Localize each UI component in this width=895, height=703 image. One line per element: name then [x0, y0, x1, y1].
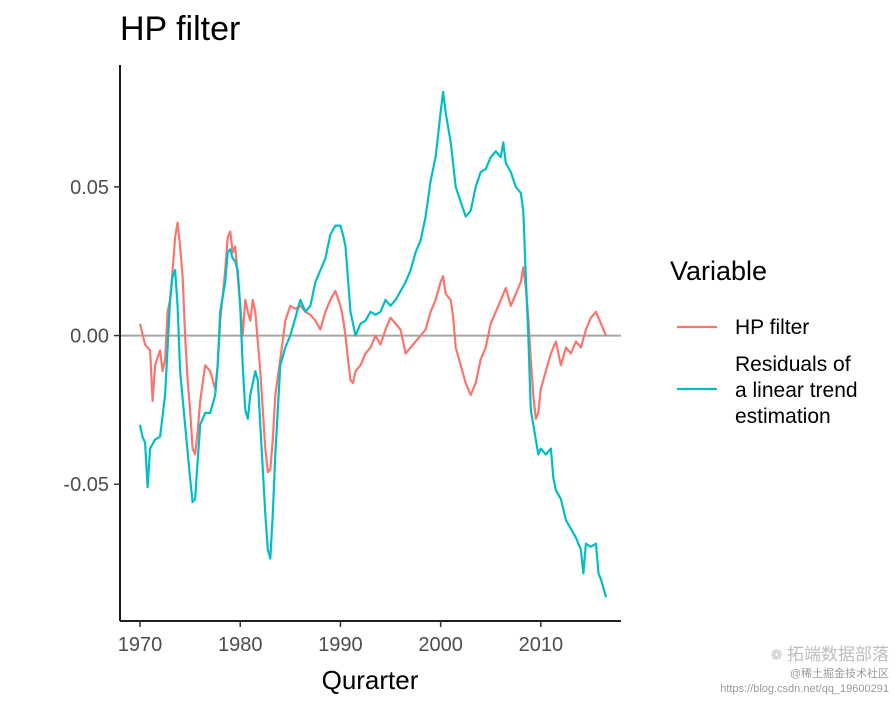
watermark: ❁ 拓端数据部落 @稀土掘金技术社区 https://blog.csdn.net/… [720, 644, 889, 697]
x-tick-label: 1970 [118, 634, 163, 656]
watermark-brand-row: ❁ 拓端数据部落 [720, 644, 889, 667]
legend: Variable HP filter Residuals of a linear… [670, 256, 863, 428]
y-ticks: -0.05 0.00 0.05 [63, 177, 120, 496]
x-tick-label: 2010 [519, 634, 564, 656]
plot-area [120, 90, 621, 598]
y-tick-label: -0.05 [63, 474, 109, 496]
x-tick-label: 1980 [218, 634, 263, 656]
legend-label-residuals-line-1: Residuals of [735, 353, 851, 376]
y-tick-label: 0.00 [70, 326, 109, 348]
x-axis-title: Qurarter [322, 665, 419, 695]
x-tick-label: 1990 [318, 634, 363, 656]
legend-label-residuals: Residuals of a linear trend estimation [735, 353, 863, 428]
legend-title: Variable [670, 256, 767, 286]
legend-label-hp-filter: HP filter [735, 316, 809, 339]
watermark-brand: 拓端数据部落 [787, 645, 889, 665]
wechat-icon: ❁ [770, 647, 783, 665]
watermark-url: https://blog.csdn.net/qq_19600291 [720, 683, 889, 696]
chart-title: HP filter [120, 10, 240, 48]
x-tick-label: 2000 [418, 634, 463, 656]
watermark-overlay: @稀土掘金技术社区 [789, 668, 889, 681]
series-line-hp-filter [138, 221, 608, 474]
series-line-residuals [138, 90, 608, 598]
x-ticks: 1970 1980 1990 2000 2010 [118, 621, 563, 656]
legend-label-residuals-line-2: a linear trend [735, 379, 858, 402]
legend-label-residuals-line-3: estimation [735, 405, 831, 428]
y-tick-label: 0.05 [70, 177, 109, 199]
